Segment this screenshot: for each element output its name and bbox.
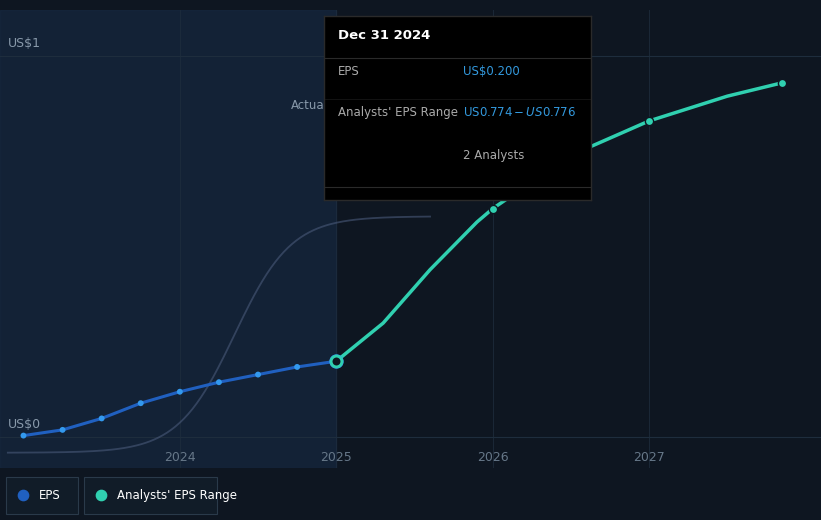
Text: 2027: 2027	[633, 451, 665, 464]
Point	[291, 363, 304, 371]
Point	[17, 432, 30, 440]
Point	[330, 357, 343, 366]
Bar	[0, 10, 337, 468]
Text: US$0: US$0	[8, 418, 41, 431]
Text: EPS: EPS	[39, 489, 61, 502]
Point	[775, 79, 788, 87]
Text: Analysts Forecasts: Analysts Forecasts	[344, 99, 454, 112]
Point	[213, 378, 226, 386]
Point	[173, 387, 186, 396]
FancyBboxPatch shape	[84, 477, 217, 514]
Text: Analysts' EPS Range: Analysts' EPS Range	[117, 489, 236, 502]
Text: 2 Analysts: 2 Analysts	[463, 149, 525, 162]
Text: 2025: 2025	[320, 451, 352, 464]
Text: EPS: EPS	[337, 66, 360, 79]
Text: US$0.200: US$0.200	[463, 66, 520, 79]
Text: US$1: US$1	[8, 37, 41, 50]
Point	[95, 414, 108, 423]
Point	[330, 357, 343, 366]
Text: US$0.774 - US$0.776: US$0.774 - US$0.776	[463, 106, 576, 119]
Point	[16, 491, 30, 499]
Text: Analysts' EPS Range: Analysts' EPS Range	[337, 106, 457, 119]
Text: Actual: Actual	[291, 99, 328, 112]
FancyBboxPatch shape	[6, 477, 78, 514]
Point	[486, 204, 499, 213]
Point	[94, 491, 108, 499]
Point	[134, 399, 147, 407]
Point	[251, 370, 264, 379]
Point	[56, 426, 69, 434]
Text: 2026: 2026	[477, 451, 508, 464]
Point	[642, 117, 655, 125]
Text: 2024: 2024	[164, 451, 195, 464]
Text: Dec 31 2024: Dec 31 2024	[337, 29, 430, 42]
